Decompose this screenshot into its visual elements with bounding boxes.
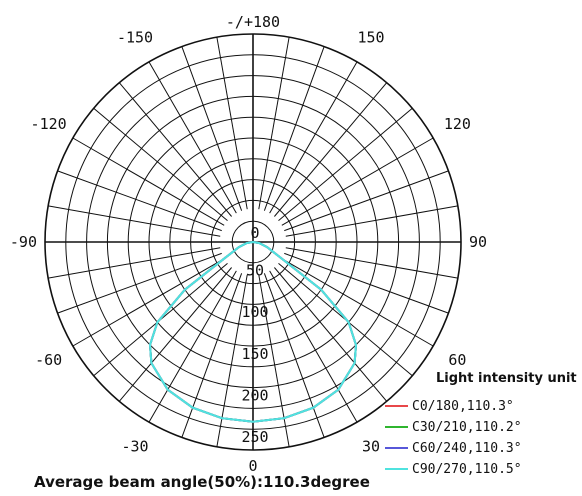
angle-label: -120 (31, 115, 67, 133)
grid-spoke (263, 273, 325, 438)
radial-tick-label: 200 (241, 386, 268, 404)
radial-tick-label: 150 (241, 345, 268, 363)
legend-entry: C30/210,110.2° (412, 420, 522, 435)
angle-label: -60 (35, 351, 62, 369)
angle-label: -/+180 (226, 13, 280, 31)
grid-spoke (118, 82, 232, 217)
grid-spoke (269, 270, 358, 423)
legend-title: Light intensity unit (436, 371, 577, 386)
grid-spoke (269, 61, 358, 214)
grid-spoke (72, 258, 225, 347)
grid-spoke (285, 247, 458, 279)
grid-spoke (285, 205, 458, 237)
curve-series-3 (148, 240, 358, 423)
grid-spoke (216, 37, 248, 210)
legend-entry: C90/270,110.5° (412, 462, 522, 477)
angle-label: 120 (444, 115, 471, 133)
beam-angle-caption: Average beam angle(50%):110.3degree (34, 473, 370, 491)
grid-spoke (48, 247, 221, 279)
radial-tick-label: 250 (241, 428, 268, 446)
grid-spoke (93, 107, 228, 221)
radial-tick-label: 50 (246, 262, 264, 280)
angle-label: 150 (357, 29, 384, 47)
radial-tick-label: 0 (250, 224, 259, 242)
grid-spoke (258, 37, 290, 210)
grid-spoke (181, 273, 243, 438)
grid-spoke (278, 107, 413, 221)
polar-grid (44, 33, 462, 451)
legend-entry: C0/180,110.3° (412, 399, 514, 414)
angular-labels: -/+180 150 -150 120 -120 90 -90 60 -60 30 -30 0 (10, 13, 487, 475)
legend: Light intensity unit C0/180,110.3° C30/21… (385, 371, 577, 477)
grid-spoke (284, 170, 449, 232)
grid-spoke (281, 258, 434, 347)
grid-spoke (48, 205, 221, 237)
grid-spoke (118, 267, 232, 402)
grid-spoke (148, 270, 237, 423)
grid-spoke (274, 82, 388, 217)
grid-spoke (284, 252, 449, 314)
angle-label: 60 (448, 351, 466, 369)
angle-label: -150 (117, 29, 153, 47)
angle-label: 0 (248, 457, 257, 475)
legend-entry: C60/240,110.3° (412, 441, 522, 456)
grid-spoke (274, 267, 388, 402)
grid-spoke (148, 61, 237, 214)
grid-spoke (281, 137, 434, 226)
grid-spoke (72, 137, 225, 226)
angle-label: -30 (121, 437, 148, 455)
grid-spoke (57, 170, 222, 232)
radial-tick-label: 100 (241, 303, 268, 321)
intensity-curves (148, 240, 358, 423)
angle-label: -90 (10, 233, 37, 251)
radial-labels: 0 50 100 150 200 250 (241, 224, 268, 446)
grid-spoke (181, 46, 243, 211)
grid-spoke (57, 252, 222, 314)
angle-label: 90 (469, 233, 487, 251)
angle-label: 30 (362, 437, 380, 455)
grid-spoke (263, 46, 325, 211)
